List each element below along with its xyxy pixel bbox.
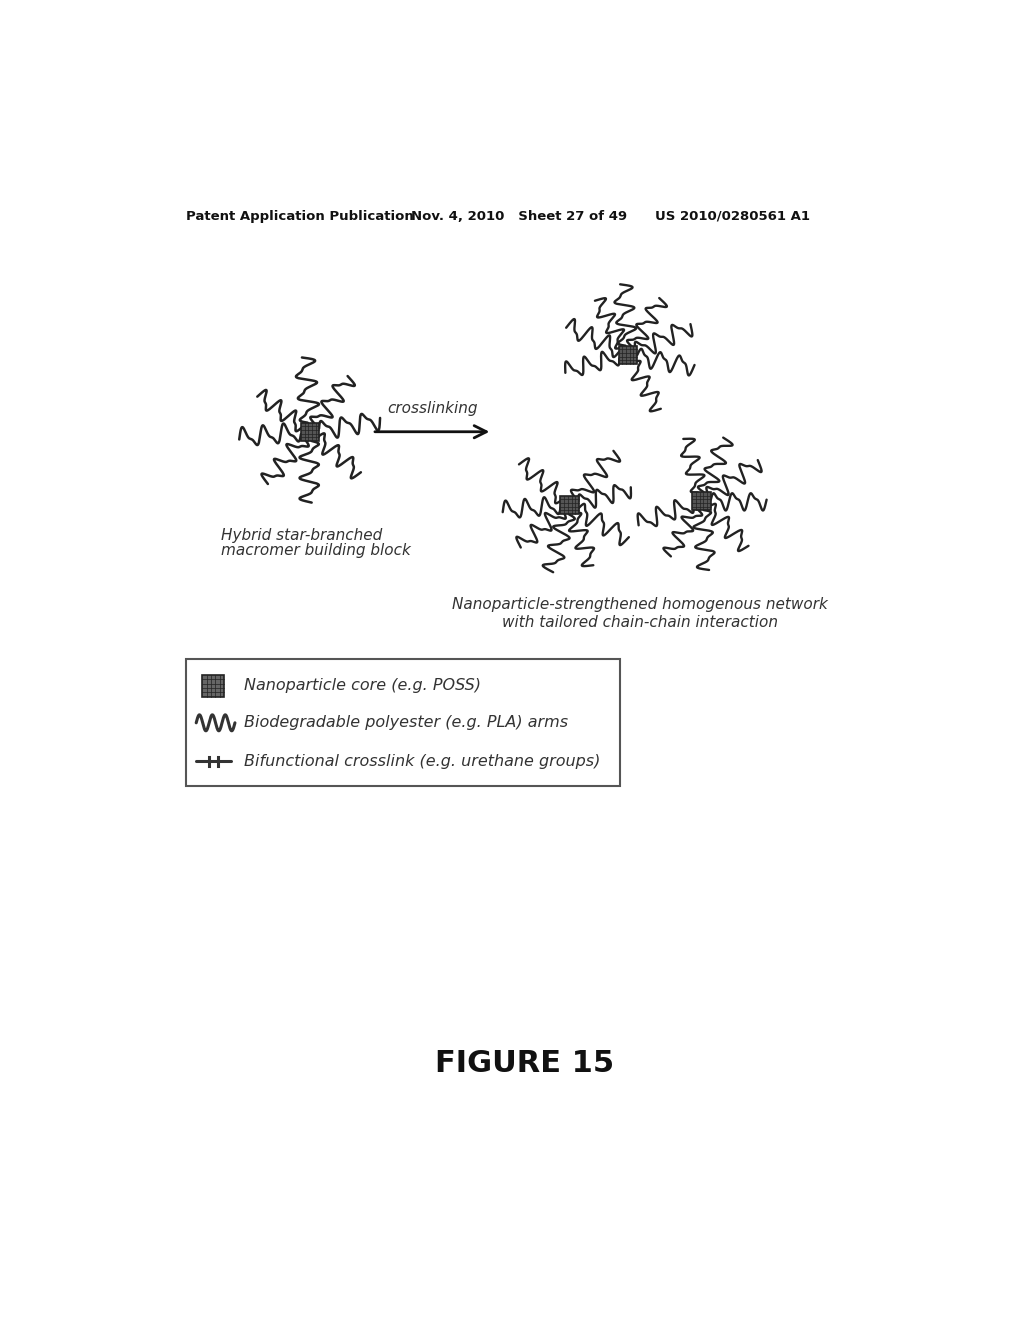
Text: Nanoparticle-strengthened homogenous network: Nanoparticle-strengthened homogenous net… [452,598,827,612]
Bar [618,346,637,364]
Bar [186,659,621,785]
Text: Hybrid star-branched: Hybrid star-branched [221,528,382,543]
Text: FIGURE 15: FIGURE 15 [435,1048,614,1077]
Text: crosslinking: crosslinking [387,401,477,416]
Text: Nanoparticle core (e.g. POSS): Nanoparticle core (e.g. POSS) [245,678,481,693]
Bar [560,496,579,515]
Bar [203,675,224,697]
Text: macromer building block: macromer building block [221,544,411,558]
Text: Patent Application Publication: Patent Application Publication [186,210,414,223]
Bar [692,492,711,511]
Text: with tailored chain-chain interaction: with tailored chain-chain interaction [502,615,777,630]
Text: Bifunctional crosslink (e.g. urethane groups): Bifunctional crosslink (e.g. urethane gr… [245,754,601,768]
Text: Biodegradable polyester (e.g. PLA) arms: Biodegradable polyester (e.g. PLA) arms [245,715,568,730]
Text: Nov. 4, 2010   Sheet 27 of 49: Nov. 4, 2010 Sheet 27 of 49 [411,210,627,223]
Text: US 2010/0280561 A1: US 2010/0280561 A1 [655,210,810,223]
Bar [301,422,319,441]
